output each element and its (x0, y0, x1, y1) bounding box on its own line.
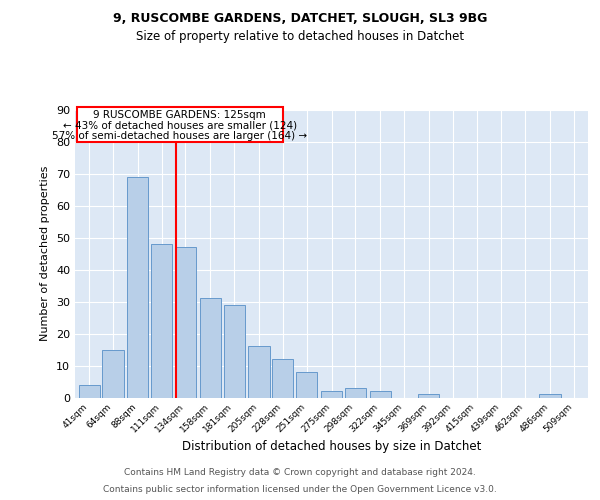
Text: Contains public sector information licensed under the Open Government Licence v3: Contains public sector information licen… (103, 484, 497, 494)
Bar (370, 391, 391, 398)
Bar (224, 305, 245, 398)
Bar (321, 391, 342, 398)
Bar (539, 394, 560, 398)
Bar (127, 177, 148, 398)
Bar (200, 298, 221, 398)
Bar (151, 244, 172, 398)
Text: ← 43% of detached houses are smaller (124): ← 43% of detached houses are smaller (12… (63, 120, 297, 130)
Bar (175, 248, 196, 398)
Bar (79, 384, 100, 398)
Text: 9, RUSCOMBE GARDENS, DATCHET, SLOUGH, SL3 9BG: 9, RUSCOMBE GARDENS, DATCHET, SLOUGH, SL… (113, 12, 487, 26)
Text: 9 RUSCOMBE GARDENS: 125sqm: 9 RUSCOMBE GARDENS: 125sqm (94, 110, 266, 120)
Bar (272, 359, 293, 398)
Bar (345, 388, 366, 398)
Bar (248, 346, 269, 398)
Bar (296, 372, 317, 398)
Bar (103, 350, 124, 398)
Y-axis label: Number of detached properties: Number of detached properties (40, 166, 50, 342)
FancyBboxPatch shape (77, 107, 283, 142)
Bar (418, 394, 439, 398)
X-axis label: Distribution of detached houses by size in Datchet: Distribution of detached houses by size … (182, 440, 481, 453)
Text: 57% of semi-detached houses are larger (164) →: 57% of semi-detached houses are larger (… (52, 131, 307, 141)
Text: Size of property relative to detached houses in Datchet: Size of property relative to detached ho… (136, 30, 464, 43)
Text: Contains HM Land Registry data © Crown copyright and database right 2024.: Contains HM Land Registry data © Crown c… (124, 468, 476, 477)
